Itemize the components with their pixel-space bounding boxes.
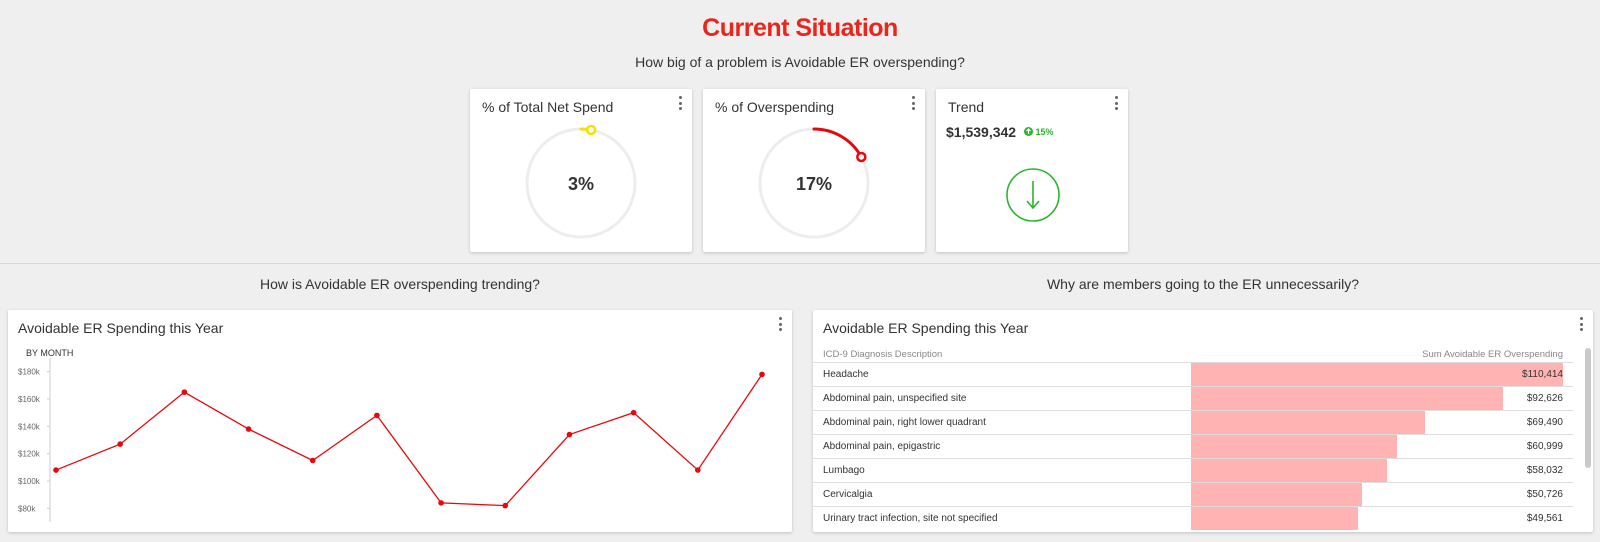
value-bar — [1191, 483, 1362, 506]
page-title: Current Situation — [702, 14, 898, 42]
data-point[interactable] — [117, 441, 123, 447]
row-label: Headache — [823, 369, 869, 380]
row-label: Cervicalgia — [823, 489, 873, 500]
kpi-title-overspending: % of Overspending — [715, 99, 835, 115]
y-tick-label: $180k — [18, 368, 41, 377]
row-value: $49,561 — [1526, 513, 1563, 524]
arrow-up-circle-icon — [1024, 127, 1033, 136]
table-title: Avoidable ER Spending this Year — [823, 320, 1029, 336]
section-divider — [0, 263, 1600, 264]
row-value: $58,032 — [1526, 465, 1563, 476]
data-point[interactable] — [566, 431, 573, 438]
line-chart-card: Avoidable ER Spending this Year BY MONTH… — [8, 310, 792, 532]
net-spend-ring — [525, 124, 637, 239]
value-bar — [1191, 411, 1426, 434]
data-point[interactable] — [695, 467, 701, 473]
data-point[interactable] — [759, 371, 765, 378]
kebab-menu-icon[interactable] — [908, 96, 918, 110]
kebab-menu-icon[interactable] — [675, 96, 685, 110]
data-point[interactable] — [53, 467, 59, 473]
row-label: Abdominal pain, right lower quadrant — [823, 417, 986, 428]
data-point[interactable] — [374, 412, 380, 419]
overspending-ring — [758, 127, 870, 239]
trend-amount: $1,539,342 — [946, 124, 1017, 140]
bar-table-card: Avoidable ER Spending this Year ICD-9 Di… — [813, 310, 1593, 532]
value-bar — [1191, 507, 1358, 530]
table-scrollbar[interactable] — [1585, 348, 1591, 468]
kebab-menu-icon[interactable] — [1111, 96, 1121, 110]
line-chart-title: Avoidable ER Spending this Year — [18, 320, 224, 336]
data-point[interactable] — [438, 500, 444, 506]
trend-change-badge: 15% — [1024, 127, 1054, 137]
y-tick-label: $160k — [18, 395, 41, 404]
table-header-sum: Sum Avoidable ER Overspending — [1422, 349, 1563, 360]
kpi-card-trend: Trend $1,539,342 15% — [936, 89, 1128, 252]
value-bar — [1191, 435, 1397, 458]
table-row[interactable]: Urinary tract infection, site not specif… — [813, 506, 1573, 530]
row-value: $50,726 — [1526, 489, 1563, 500]
table-row[interactable]: Lumbago $58,032 — [813, 458, 1573, 482]
value-bar — [1191, 387, 1504, 410]
y-tick-label: $120k — [18, 450, 41, 459]
table-header-description: ICD-9 Diagnosis Description — [823, 349, 943, 360]
kpi-value-net-spend: 3% — [567, 174, 594, 194]
row-value: $60,999 — [1526, 441, 1563, 452]
row-value: $69,490 — [1526, 417, 1563, 428]
kpi-card-net-spend: % of Total Net Spend 3% — [470, 89, 692, 252]
y-tick-label: $140k — [18, 422, 41, 431]
table-row[interactable]: Abdominal pain, unspecified site $92,626 — [813, 386, 1573, 410]
table-row[interactable]: Abdominal pain, epigastric $60,999 — [813, 434, 1573, 458]
arrow-down-icon — [1006, 168, 1060, 222]
y-tick-label: $100k — [18, 477, 41, 486]
data-point[interactable] — [502, 502, 509, 509]
table-row[interactable]: Headache $110,414 — [813, 362, 1573, 386]
row-label: Abdominal pain, epigastric — [823, 441, 941, 452]
table-row[interactable]: Cervicalgia $50,726 — [813, 482, 1573, 506]
row-label: Urinary tract infection, site not specif… — [823, 513, 998, 524]
kebab-menu-icon[interactable] — [775, 317, 785, 331]
question-right: Why are members going to the ER unnecess… — [1046, 276, 1360, 292]
ring-end-marker — [585, 124, 597, 136]
line-chart-plot: $80k $100k $120k $140k $160k $180k — [18, 358, 765, 522]
kpi-title-trend: Trend — [948, 99, 985, 115]
row-value: $110,414 — [1522, 369, 1563, 380]
y-tick-label: $80k — [18, 504, 36, 513]
value-bar — [1191, 459, 1387, 482]
data-point[interactable] — [630, 409, 637, 416]
trend-change-value: 15% — [1035, 127, 1054, 137]
ring-end-marker — [856, 151, 867, 163]
ring-progress-arc — [812, 127, 863, 159]
row-label: Lumbago — [823, 465, 865, 476]
kpi-title-net-spend: % of Total Net Spend — [482, 99, 614, 115]
question-top: How big of a problem is Avoidable ER ove… — [635, 54, 965, 70]
kpi-card-overspending: % of Overspending 17% — [703, 89, 925, 252]
question-left: How is Avoidable ER overspending trendin… — [260, 276, 540, 292]
data-point[interactable] — [245, 426, 252, 432]
data-point[interactable] — [309, 457, 316, 464]
kpi-value-overspending: 17% — [795, 174, 833, 194]
kebab-menu-icon[interactable] — [1576, 317, 1586, 331]
series-line — [55, 374, 763, 507]
diagnosis-table: Headache $110,414 Abdominal pain, unspecif… — [813, 362, 1573, 530]
table-row[interactable]: Abdominal pain, right lower quadrant $69,… — [813, 410, 1573, 434]
value-bar — [1191, 363, 1563, 386]
line-chart-subtitle: BY MONTH — [26, 348, 74, 358]
row-label: Abdominal pain, unspecified site — [823, 393, 967, 404]
row-value: $92,626 — [1526, 393, 1563, 404]
data-point[interactable] — [181, 389, 188, 395]
